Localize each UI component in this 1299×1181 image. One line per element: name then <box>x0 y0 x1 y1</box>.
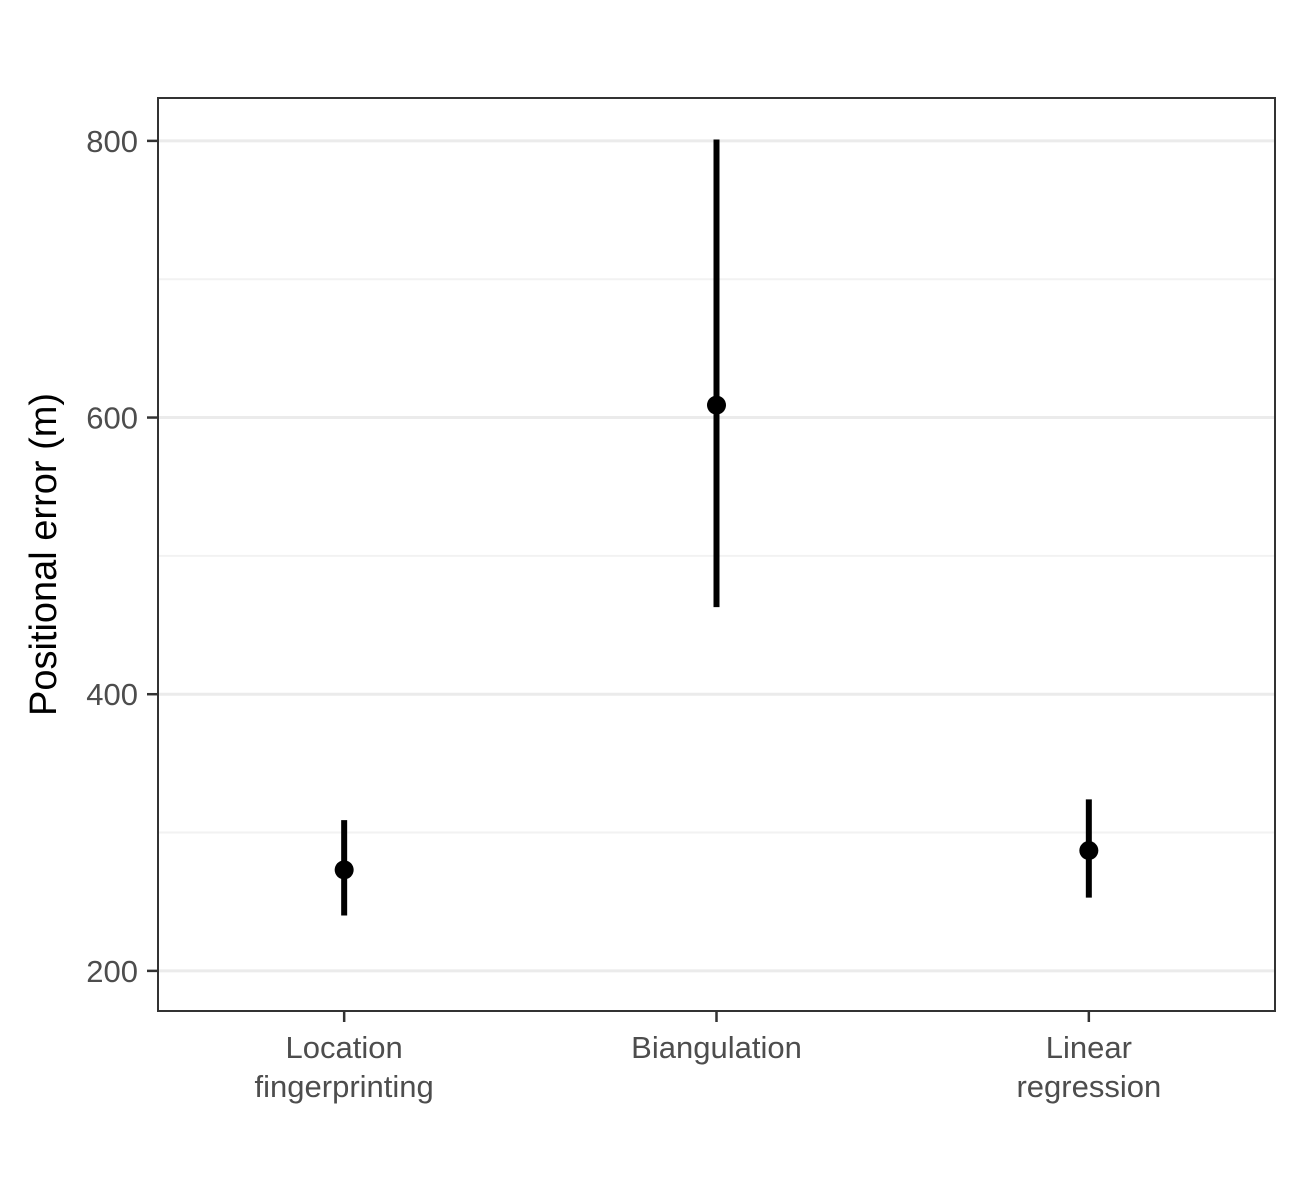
x-tick-label: Linear regression <box>1016 1030 1161 1104</box>
x-tick-label: Location fingerprinting <box>255 1030 434 1104</box>
y-tick-label: 400 <box>86 677 138 712</box>
data-point <box>1079 841 1099 861</box>
data-point <box>707 395 726 415</box>
x-tick-label: Biangulation <box>631 1030 802 1065</box>
y-tick-label: 200 <box>86 954 138 989</box>
y-tick-label: 600 <box>86 401 138 436</box>
y-axis-title: Positional error (m) <box>23 393 65 716</box>
data-marks <box>334 139 1099 916</box>
data-point <box>334 860 354 880</box>
y-tick-label: 800 <box>86 124 138 159</box>
axes: 200 400 600 800 Location fingerprinting Biangu… <box>86 124 1161 1104</box>
